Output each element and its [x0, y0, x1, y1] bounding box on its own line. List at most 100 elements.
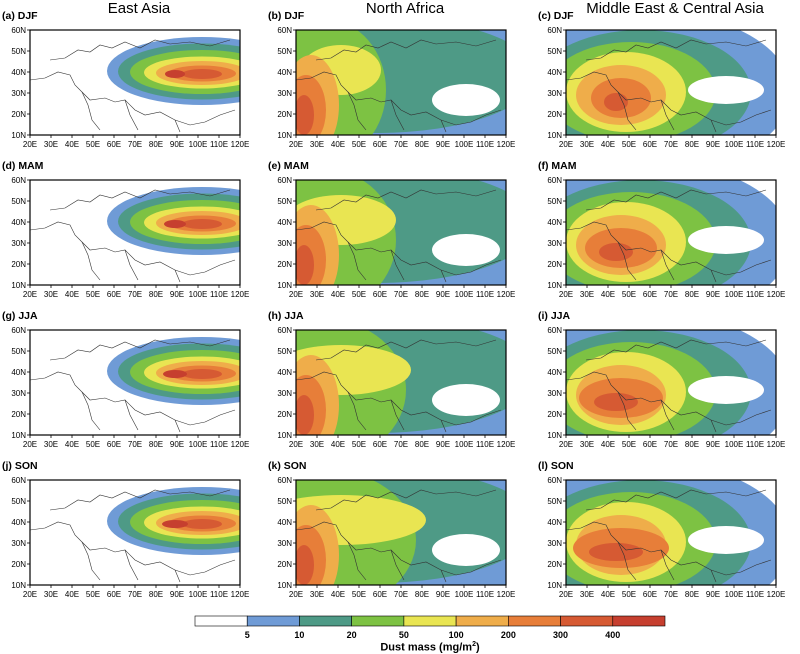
x-tick-label: 90E [706, 590, 720, 599]
y-tick-label: 60N [547, 476, 562, 485]
x-tick-label: 90E [170, 440, 184, 449]
x-tick-label: 80E [149, 440, 163, 449]
x-tick-label: 40E [65, 140, 79, 149]
y-tick-label: 30N [11, 89, 26, 98]
x-tick-label: 40E [601, 440, 615, 449]
dust-core [165, 70, 185, 78]
coastline-2 [617, 91, 637, 131]
map-panel-east-asia: (a) DJF 20E 30E 40E 50E 60E 70E 80E 90E 100E 110E 1… [2, 10, 249, 149]
x-tick-label: 80E [149, 290, 163, 299]
x-tick-label: 100E [189, 590, 208, 599]
x-tick-label: 100E [455, 440, 474, 449]
x-tick-label: 100E [455, 290, 474, 299]
y-tick-label: 20N [547, 110, 562, 119]
coastline-3 [660, 249, 675, 281]
x-tick-label: 40E [65, 440, 79, 449]
y-tick-label: 60N [547, 326, 562, 335]
map-panel-middle-east: (c) DJF 20E 30E 40E 50E 60E 70E 80E 90E 100E 110E 1… [538, 10, 785, 149]
coastline-0 [566, 371, 772, 426]
x-tick-label: 120E [767, 140, 786, 149]
panel-label: (a) DJF [2, 10, 38, 22]
coastline-0 [30, 521, 236, 576]
x-tick-label: 50E [622, 140, 636, 149]
coastline-1 [585, 489, 767, 511]
coastline-2 [81, 91, 101, 131]
dust-core [604, 93, 628, 111]
x-tick-label: 20E [559, 140, 573, 149]
colorbar-swatch [351, 615, 405, 627]
dust-core [164, 220, 186, 228]
map-panel-north-africa: (h) JJA 20E 30E 40E 50E 60E 70E 80E 90E 100E 110E 1… [268, 310, 515, 449]
x-tick-label: 120E [497, 440, 516, 449]
x-tick-label: 80E [415, 590, 429, 599]
colorbar-swatch [246, 615, 300, 627]
dust-contour-6 [182, 369, 222, 379]
x-tick-label: 80E [685, 290, 699, 299]
x-tick-label: 80E [685, 140, 699, 149]
x-tick-label: 40E [331, 590, 345, 599]
y-tick-label: 50N [547, 347, 562, 356]
y-tick-label: 30N [277, 539, 292, 548]
coastline-2 [81, 391, 101, 431]
colorbar-title: Dust mass (mg/m2) [380, 641, 480, 654]
dust-map: 20E 30E 40E 50E 60E 70E 80E 90E 100E 110E 120E 10N 2… [277, 476, 515, 599]
x-tick-label: 60E [107, 590, 121, 599]
coastline-1 [49, 489, 231, 511]
x-tick-label: 60E [107, 140, 121, 149]
x-tick-label: 80E [415, 290, 429, 299]
y-tick-label: 10N [277, 131, 292, 140]
colorbar-level-label: 20 [347, 630, 357, 640]
x-tick-label: 30E [310, 590, 324, 599]
coastline-3 [390, 399, 405, 431]
x-tick-label: 40E [331, 290, 345, 299]
map-panel-east-asia: (g) JJA 20E 30E 40E 50E 60E 70E 80E 90E 100E 110E 1… [2, 310, 249, 449]
x-tick-label: 60E [643, 140, 657, 149]
dust-map: 20E 30E 40E 50E 60E 70E 80E 90E 100E 110E 120E 10N 2… [11, 176, 249, 299]
y-tick-label: 40N [11, 368, 26, 377]
y-tick-label: 20N [11, 110, 26, 119]
coastline-1 [585, 39, 767, 61]
colorbar-level-label: 50 [399, 630, 409, 640]
dust-core [296, 545, 314, 585]
x-tick-label: 110E [476, 290, 494, 299]
x-tick-label: 50E [622, 290, 636, 299]
y-tick-label: 50N [547, 197, 562, 206]
coastline-1 [585, 339, 767, 361]
panel-label: (d) MAM [2, 160, 44, 172]
y-tick-label: 30N [11, 239, 26, 248]
y-tick-label: 10N [547, 131, 562, 140]
x-tick-label: 30E [580, 140, 594, 149]
colorbar-swatch [194, 615, 248, 627]
coastline-3 [124, 99, 139, 131]
coastline-0 [30, 221, 236, 276]
x-tick-label: 50E [86, 440, 100, 449]
x-tick-label: 20E [289, 590, 303, 599]
x-tick-label: 60E [107, 440, 121, 449]
y-tick-label: 30N [277, 389, 292, 398]
x-tick-label: 110E [746, 140, 764, 149]
coastline-2 [81, 541, 101, 581]
coastline-3 [390, 99, 405, 131]
x-tick-label: 70E [394, 290, 408, 299]
y-tick-label: 20N [11, 560, 26, 569]
dust-map: 20E 30E 40E 50E 60E 70E 80E 90E 100E 110E 120E 10N 2… [11, 326, 249, 449]
x-tick-label: 20E [559, 440, 573, 449]
y-tick-label: 40N [11, 218, 26, 227]
x-tick-label: 90E [170, 290, 184, 299]
dust-map: 20E 30E 40E 50E 60E 70E 80E 90E 100E 110E 120E 10N 2… [277, 326, 515, 449]
x-tick-label: 40E [331, 440, 345, 449]
column-title-north-africa: North Africa [365, 0, 445, 17]
x-tick-label: 90E [706, 290, 720, 299]
colorbar-swatch [455, 615, 509, 627]
y-tick-label: 20N [547, 410, 562, 419]
x-tick-label: 60E [373, 290, 387, 299]
x-tick-label: 90E [436, 140, 450, 149]
x-tick-label: 120E [231, 290, 250, 299]
y-tick-label: 60N [277, 476, 292, 485]
x-tick-label: 110E [476, 440, 494, 449]
panel-label: (e) MAM [268, 160, 309, 172]
x-tick-label: 110E [210, 440, 228, 449]
x-tick-label: 30E [310, 140, 324, 149]
clean-area [688, 526, 764, 554]
dust-map: 20E 30E 40E 50E 60E 70E 80E 90E 100E 110E 120E 10N 2… [547, 176, 785, 299]
